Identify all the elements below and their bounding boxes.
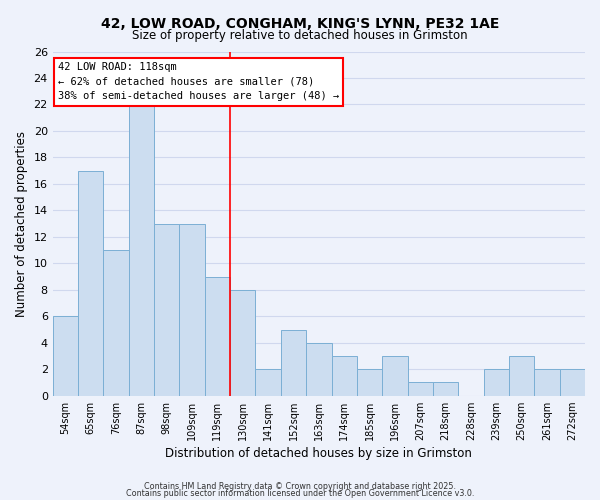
Bar [53, 316, 78, 396]
Y-axis label: Number of detached properties: Number of detached properties [15, 130, 28, 316]
Text: 42 LOW ROAD: 118sqm
← 62% of detached houses are smaller (78)
38% of semi-detach: 42 LOW ROAD: 118sqm ← 62% of detached ho… [58, 62, 339, 102]
Text: 42, LOW ROAD, CONGHAM, KING'S LYNN, PE32 1AE: 42, LOW ROAD, CONGHAM, KING'S LYNN, PE32… [101, 18, 499, 32]
Bar [407, 382, 433, 396]
Text: Size of property relative to detached houses in Grimston: Size of property relative to detached ho… [132, 29, 468, 42]
Bar [129, 104, 154, 396]
Bar [332, 356, 357, 396]
Bar [357, 369, 382, 396]
Bar [306, 342, 332, 396]
Bar [179, 224, 205, 396]
Text: Contains public sector information licensed under the Open Government Licence v3: Contains public sector information licen… [126, 489, 474, 498]
Bar [154, 224, 179, 396]
Bar [535, 369, 560, 396]
Bar [509, 356, 535, 396]
Bar [382, 356, 407, 396]
Bar [205, 276, 230, 396]
X-axis label: Distribution of detached houses by size in Grimston: Distribution of detached houses by size … [166, 447, 472, 460]
Bar [281, 330, 306, 396]
Bar [560, 369, 585, 396]
Bar [78, 170, 103, 396]
Bar [230, 290, 256, 396]
Bar [433, 382, 458, 396]
Bar [103, 250, 129, 396]
Text: Contains HM Land Registry data © Crown copyright and database right 2025.: Contains HM Land Registry data © Crown c… [144, 482, 456, 491]
Bar [256, 369, 281, 396]
Bar [484, 369, 509, 396]
